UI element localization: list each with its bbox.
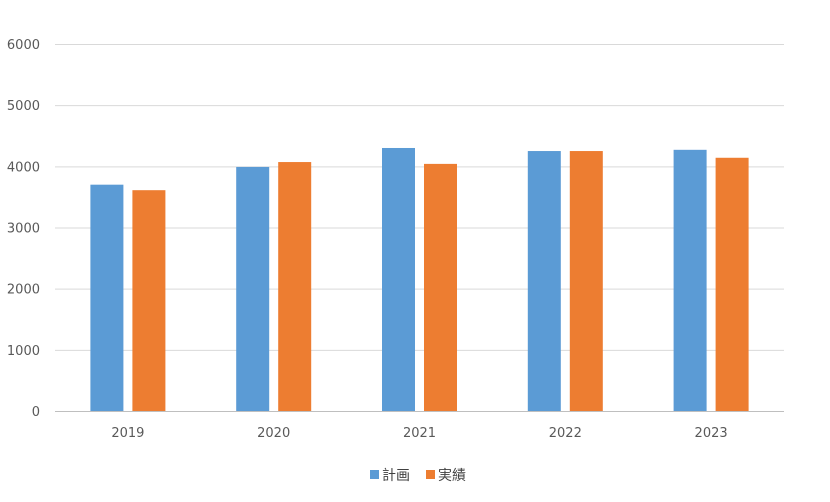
legend-item-1: 実績 <box>426 468 466 484</box>
legend-swatch <box>426 470 435 479</box>
bar-2022-1 <box>569 151 603 411</box>
y-tick-label: 4000 <box>7 160 40 175</box>
legend-swatch <box>370 470 379 479</box>
bar-2019-0 <box>90 184 124 411</box>
x-tick-label: 2020 <box>257 426 290 441</box>
y-tick-label: 3000 <box>7 222 40 237</box>
x-tick-label: 2022 <box>549 426 582 441</box>
bar-2021-0 <box>382 147 415 411</box>
legend: 計画 実績 <box>370 468 466 484</box>
y-tick-label: 6000 <box>7 38 40 53</box>
bar-2023-0 <box>673 149 707 411</box>
x-tick-label: 2021 <box>403 426 436 441</box>
y-tick-label: 2000 <box>7 283 40 298</box>
bar-2022-0 <box>527 151 561 411</box>
y-axis-ticks: 0 1000 2000 3000 4000 5000 6000 <box>7 38 40 420</box>
bar-2021-1 <box>424 163 457 411</box>
legend-item-0: 計画 <box>370 468 410 484</box>
y-tick-label: 1000 <box>7 344 40 359</box>
x-tick-label: 2023 <box>695 426 728 441</box>
bar-2019-1 <box>132 190 166 411</box>
y-tick-label: 0 <box>32 405 40 420</box>
bar-2020-1 <box>278 162 312 411</box>
legend-label: 計画 <box>382 468 410 484</box>
bar-2023-1 <box>715 157 749 411</box>
x-axis-ticks: 2019 2020 2021 2022 2023 <box>111 426 727 441</box>
x-tick-label: 2019 <box>111 426 144 441</box>
y-tick-label: 5000 <box>7 99 40 114</box>
gridlines <box>55 44 784 351</box>
bar-2020-0 <box>236 166 270 411</box>
legend-label: 実績 <box>438 468 466 484</box>
bars <box>90 147 749 411</box>
